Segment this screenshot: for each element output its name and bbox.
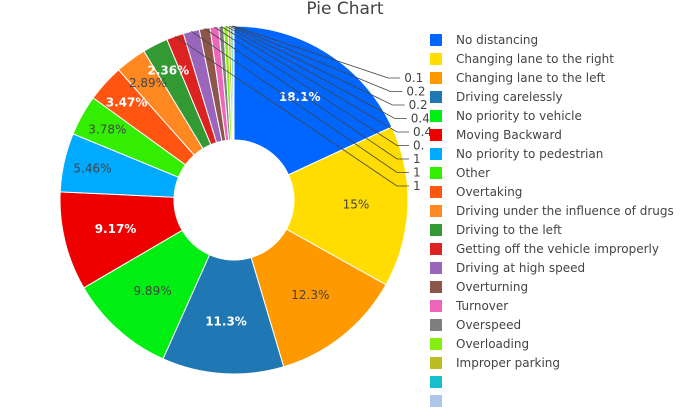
legend-label-overspeed[interactable]: Overspeed bbox=[456, 318, 521, 332]
pie-slice-driving-carelessly[interactable] bbox=[162, 254, 285, 375]
slice-label-driving-to-the-left: 2.36% bbox=[148, 64, 190, 78]
slice-label-no-priority-to-pedestrian: 5.46% bbox=[73, 162, 111, 176]
pie-slices bbox=[59, 25, 409, 375]
legend-label-overtaking[interactable]: Overtaking bbox=[456, 185, 522, 199]
legend-swatch-turnover[interactable] bbox=[430, 300, 442, 312]
slice-label-no-distancing: 18.1% bbox=[279, 90, 321, 104]
callout-label-turnover: 0. bbox=[413, 139, 424, 153]
legend-label-no-priority-to-vehicle[interactable]: No priority to vehicle bbox=[456, 109, 582, 123]
slice-label-changing-lane-to-the-right: 15% bbox=[343, 198, 370, 212]
legend-label-changing-lane-to-the-right[interactable]: Changing lane to the right bbox=[456, 52, 614, 66]
legend-label-changing-lane-to-the-left[interactable]: Changing lane to the left bbox=[456, 71, 606, 85]
legend-label-driving-under-the-influence-of-drugs[interactable]: Driving under the influence of drugs bbox=[456, 204, 674, 218]
legend: No distancing Changing lane to the right C… bbox=[430, 33, 674, 407]
callout-label-overloading: 0.4 bbox=[411, 112, 430, 126]
pie-slice-item-19[interactable] bbox=[232, 25, 235, 141]
legend-swatch-overloading[interactable] bbox=[430, 338, 442, 350]
legend-label-improper-parking[interactable]: Improper parking bbox=[456, 356, 560, 370]
callout-label-item-18: 0.2 bbox=[406, 85, 425, 99]
legend-swatch-overtaking[interactable] bbox=[430, 186, 442, 198]
legend-swatch-item-19[interactable] bbox=[430, 395, 442, 407]
chart-title: Pie Chart bbox=[306, 0, 384, 19]
legend-swatch-getting-off-the-vehicle-improperly[interactable] bbox=[430, 243, 442, 255]
slice-label-moving-backward: 9.17% bbox=[95, 222, 137, 236]
slice-label-driving-carelessly: 11.3% bbox=[205, 315, 247, 329]
legend-label-overloading[interactable]: Overloading bbox=[456, 337, 529, 351]
callout-line-improper-parking bbox=[229, 25, 405, 106]
callout-line-overloading bbox=[225, 25, 407, 119]
callout-line-driving-at-high-speed bbox=[191, 30, 409, 173]
callout-label-overturning: 1 bbox=[413, 152, 421, 166]
slice-label-changing-lane-to-the-left: 12.3% bbox=[291, 288, 329, 302]
legend-label-driving-at-high-speed[interactable]: Driving at high speed bbox=[456, 261, 585, 275]
callout-label-improper-parking: 0.2 bbox=[409, 98, 428, 112]
callout-line-item-18 bbox=[231, 25, 403, 92]
pie-slice-changing-lane-to-the-right[interactable] bbox=[285, 126, 409, 286]
legend-swatch-driving-at-high-speed[interactable] bbox=[430, 262, 442, 274]
pie-slice-labels: 18.1% 15% 12.3% 11.3% 9.89% 9.17% 5.46% 3.78% 3.… bbox=[73, 64, 369, 329]
legend-swatch-changing-lane-to-the-left[interactable] bbox=[430, 72, 442, 84]
legend-swatch-no-distancing[interactable] bbox=[430, 34, 442, 46]
legend-label-getting-off-the-vehicle-improperly[interactable]: Getting off the vehicle improperly bbox=[456, 242, 659, 256]
legend-label-turnover[interactable]: Turnover bbox=[455, 299, 508, 313]
legend-swatch-driving-under-the-influence-of-drugs[interactable] bbox=[430, 205, 442, 217]
slice-label-overtaking: 3.47% bbox=[106, 96, 148, 110]
legend-swatch-changing-lane-to-the-right[interactable] bbox=[430, 53, 442, 65]
legend-swatch-driving-carelessly[interactable] bbox=[430, 91, 442, 103]
legend-swatch-moving-backward[interactable] bbox=[430, 129, 442, 141]
legend-swatch-item-18[interactable] bbox=[430, 376, 442, 388]
legend-swatch-driving-to-the-left[interactable] bbox=[430, 224, 442, 236]
pie-slice-changing-lane-to-the-left[interactable] bbox=[250, 228, 387, 368]
legend-label-driving-to-the-left[interactable]: Driving to the left bbox=[456, 223, 562, 237]
legend-label-moving-backward[interactable]: Moving Backward bbox=[456, 128, 562, 142]
legend-swatch-overspeed[interactable] bbox=[430, 319, 442, 331]
callout-line-overturning bbox=[204, 28, 409, 160]
legend-swatch-no-priority-to-vehicle[interactable] bbox=[430, 110, 442, 122]
legend-label-no-priority-to-pedestrian[interactable]: No priority to pedestrian bbox=[456, 147, 603, 161]
legend-label-overturning[interactable]: Overturning bbox=[456, 280, 528, 294]
legend-swatch-improper-parking[interactable] bbox=[430, 357, 442, 369]
callout-line-item-19 bbox=[233, 25, 401, 79]
callout-line-getting-off-the-vehicle-improperly bbox=[174, 35, 409, 187]
legend-label-other[interactable]: Other bbox=[456, 166, 490, 180]
callout-line-overspeed bbox=[220, 26, 409, 133]
legend-label-no-distancing[interactable]: No distancing bbox=[456, 33, 538, 47]
slice-label-no-priority-to-vehicle: 9.89% bbox=[133, 284, 171, 298]
legend-label-driving-carelessly[interactable]: Driving carelessly bbox=[456, 90, 563, 104]
callout-label-getting-off-the-vehicle-improperly: 1 bbox=[413, 179, 421, 193]
legend-swatch-other[interactable] bbox=[430, 167, 442, 179]
callout-label-item-19: 0.1 bbox=[404, 71, 423, 85]
callout-line-turnover bbox=[214, 26, 409, 146]
legend-swatch-overturning[interactable] bbox=[430, 281, 442, 293]
slice-label-other: 3.78% bbox=[88, 122, 126, 136]
callout-label-driving-at-high-speed: 1 bbox=[413, 166, 421, 180]
legend-swatch-no-priority-to-pedestrian[interactable] bbox=[430, 148, 442, 160]
callout-label-overspeed: 0.4 bbox=[413, 125, 432, 139]
slice-label-driving-under-the-influence-of-drugs: 2.89% bbox=[129, 76, 167, 90]
